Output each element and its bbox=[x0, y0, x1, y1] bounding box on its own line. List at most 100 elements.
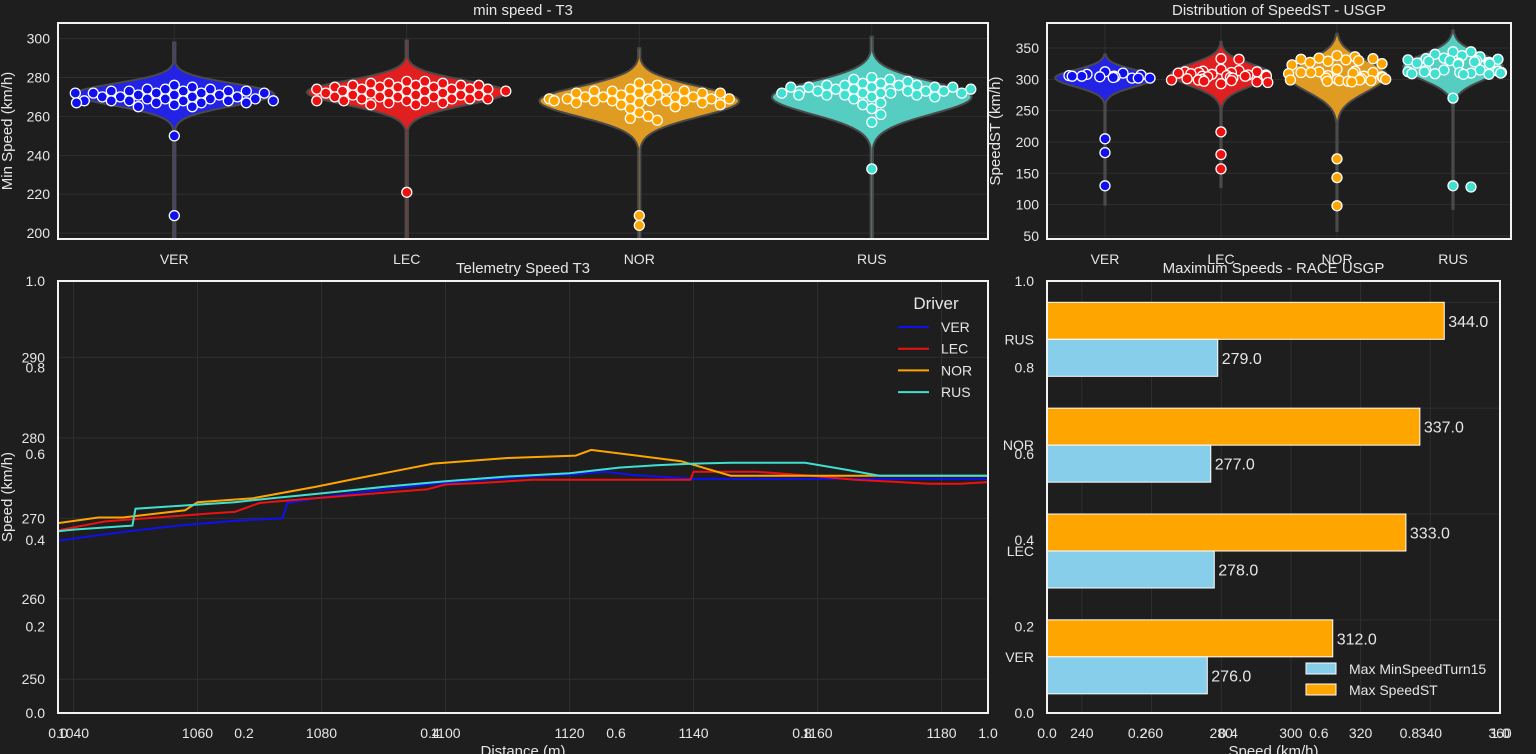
swarm-point-lec bbox=[375, 92, 385, 102]
swarm-point-ver bbox=[1108, 73, 1118, 83]
swarm-point-nor bbox=[661, 84, 671, 94]
swarm-point-nor bbox=[634, 78, 644, 88]
swarm-point-nor bbox=[661, 96, 671, 106]
swarm-point-rus bbox=[867, 82, 877, 92]
swarm-point-lec bbox=[1240, 71, 1250, 81]
chart-min-speed-t3: 200 220 240 260 280 300 VER LEC NOR RUS min speed … bbox=[0, 2, 988, 267]
swarm-point-lec bbox=[1167, 75, 1177, 85]
swarm-point-rus bbox=[831, 84, 841, 94]
x-tick-label: 340 bbox=[1419, 725, 1443, 741]
swarm-point-ver bbox=[1095, 72, 1105, 82]
swarm-point-ver bbox=[1077, 71, 1087, 81]
legend-label: NOR bbox=[941, 362, 972, 378]
swarm-point-ver bbox=[133, 102, 143, 112]
x-tick-label: 320 bbox=[1349, 725, 1373, 741]
swarm-point-ver bbox=[1133, 73, 1143, 83]
legend-label: LEC bbox=[941, 341, 968, 357]
y-tick-label: 200 bbox=[1016, 134, 1040, 150]
overlay-x-tick-label: 0.6 bbox=[606, 725, 626, 741]
swarm-point-rus bbox=[876, 110, 886, 120]
bar-max-speedst-rus bbox=[1047, 302, 1444, 339]
x-tick-label: NOR bbox=[624, 251, 655, 267]
legend: DriverVERLECNORRUS bbox=[898, 294, 972, 400]
swarm-point-ver bbox=[241, 86, 251, 96]
overlay-x-tick-label: 0.2 bbox=[1128, 725, 1148, 741]
y-tick-label: 50 bbox=[1023, 228, 1039, 244]
swarm-point-nor bbox=[1322, 76, 1332, 86]
swarm-point-nor bbox=[1332, 173, 1342, 183]
swarm-point-ver bbox=[70, 88, 80, 98]
y-tick-label: NOR bbox=[1003, 437, 1034, 453]
x-tick-label: 240 bbox=[1070, 725, 1094, 741]
x-tick-label: 1180 bbox=[926, 725, 956, 741]
bar-max-speedst-lec bbox=[1047, 514, 1406, 551]
swarm-point-lec bbox=[1182, 74, 1192, 84]
swarm-point-ver bbox=[241, 98, 251, 108]
swarm-point-ver bbox=[169, 211, 179, 221]
swarm-point-ver bbox=[124, 96, 134, 106]
y-tick-label: 200 bbox=[27, 225, 51, 241]
swarm-point-nor bbox=[589, 86, 599, 96]
swarm-point-lec bbox=[411, 100, 421, 110]
swarm-point-lec bbox=[1216, 127, 1226, 137]
y-axis-label: Speed (km/h) bbox=[0, 452, 16, 542]
swarm-point-nor bbox=[625, 113, 635, 123]
overlay-y-tick-label: 1.0 bbox=[26, 273, 46, 289]
swarm-point-nor bbox=[1366, 76, 1376, 86]
swarm-point-lec bbox=[375, 82, 385, 92]
swarm-point-rus bbox=[912, 90, 922, 100]
swarm-point-lec bbox=[465, 84, 475, 94]
chart-telemetry-speed-t3: 1040 1060 1080 1100 1120 1140 1160 1180 250 260 27… bbox=[0, 260, 998, 754]
overlay-y-tick-label: 0.0 bbox=[1015, 705, 1035, 721]
swarm-point-ver bbox=[1100, 148, 1110, 158]
swarm-point-ver bbox=[151, 98, 161, 108]
swarm-point-lec bbox=[411, 80, 421, 90]
y-axis-label: Min Speed (km/h) bbox=[0, 72, 16, 190]
swarm-point-nor bbox=[571, 98, 581, 108]
swarm-point-nor bbox=[670, 102, 680, 112]
swarm-point-lec bbox=[438, 98, 448, 108]
swarm-point-nor bbox=[1323, 56, 1333, 66]
chart-title: Distribution of SpeedST - USGP bbox=[1172, 2, 1386, 19]
legend: Max MinSpeedTurn15 Max SpeedST bbox=[1306, 661, 1486, 698]
y-tick-label: 250 bbox=[1016, 103, 1040, 119]
swarm-point-nor bbox=[679, 96, 689, 106]
overlay-y-tick-label: 0.8 bbox=[1015, 359, 1035, 375]
chart-title: Maximum Speeds - RACE USGP bbox=[1163, 260, 1385, 277]
swarm-point-rus bbox=[1466, 182, 1476, 192]
swarm-point-lec bbox=[384, 98, 394, 108]
y-tick-label: 220 bbox=[27, 186, 51, 202]
legend-swatch bbox=[1306, 684, 1336, 695]
swarm-point-lec bbox=[402, 187, 412, 197]
swarm-point-nor bbox=[1381, 74, 1391, 84]
swarm-point-lec bbox=[465, 94, 475, 104]
bar-value-label: 337.0 bbox=[1424, 420, 1464, 437]
x-tick-label: VER bbox=[160, 251, 189, 267]
y-tick-label: 270 bbox=[22, 510, 46, 526]
swarm-point-nor bbox=[1296, 68, 1306, 78]
swarm-point-nor bbox=[724, 94, 734, 104]
chart-speedst-distribution: 50 100 150 200 250 300 350 VER LEC NOR RUS Distribu… bbox=[987, 2, 1511, 267]
x-tick-label: LEC bbox=[393, 251, 420, 267]
x-tick-label: 1060 bbox=[182, 725, 213, 741]
swarm-point-nor bbox=[715, 100, 725, 110]
swarm-point-ver bbox=[169, 100, 179, 110]
swarm-point-nor bbox=[679, 86, 689, 96]
violin-lec bbox=[307, 41, 507, 253]
swarm-point-nor bbox=[1285, 75, 1295, 85]
swarm-point-rus bbox=[867, 117, 877, 127]
y-tick-label: 300 bbox=[27, 31, 51, 47]
overlay-x-tick-label: 0.8 bbox=[792, 725, 812, 741]
swarm-point-lec bbox=[1263, 78, 1273, 88]
swarm-point-nor bbox=[1332, 64, 1342, 74]
y-tick-label: 100 bbox=[1016, 197, 1040, 213]
bar-max-speedst-nor bbox=[1047, 408, 1420, 445]
overlay-x-tick-label: 0.0 bbox=[48, 725, 68, 741]
swarm-point-lec bbox=[411, 90, 421, 100]
y-tick-label: 240 bbox=[27, 147, 51, 163]
swarm-point-rus bbox=[1430, 69, 1440, 79]
swarm-point-nor bbox=[634, 98, 644, 108]
bar-max-minspeed-nor bbox=[1047, 445, 1211, 482]
swarm-point-rus bbox=[1459, 69, 1469, 79]
swarm-point-nor bbox=[589, 96, 599, 106]
